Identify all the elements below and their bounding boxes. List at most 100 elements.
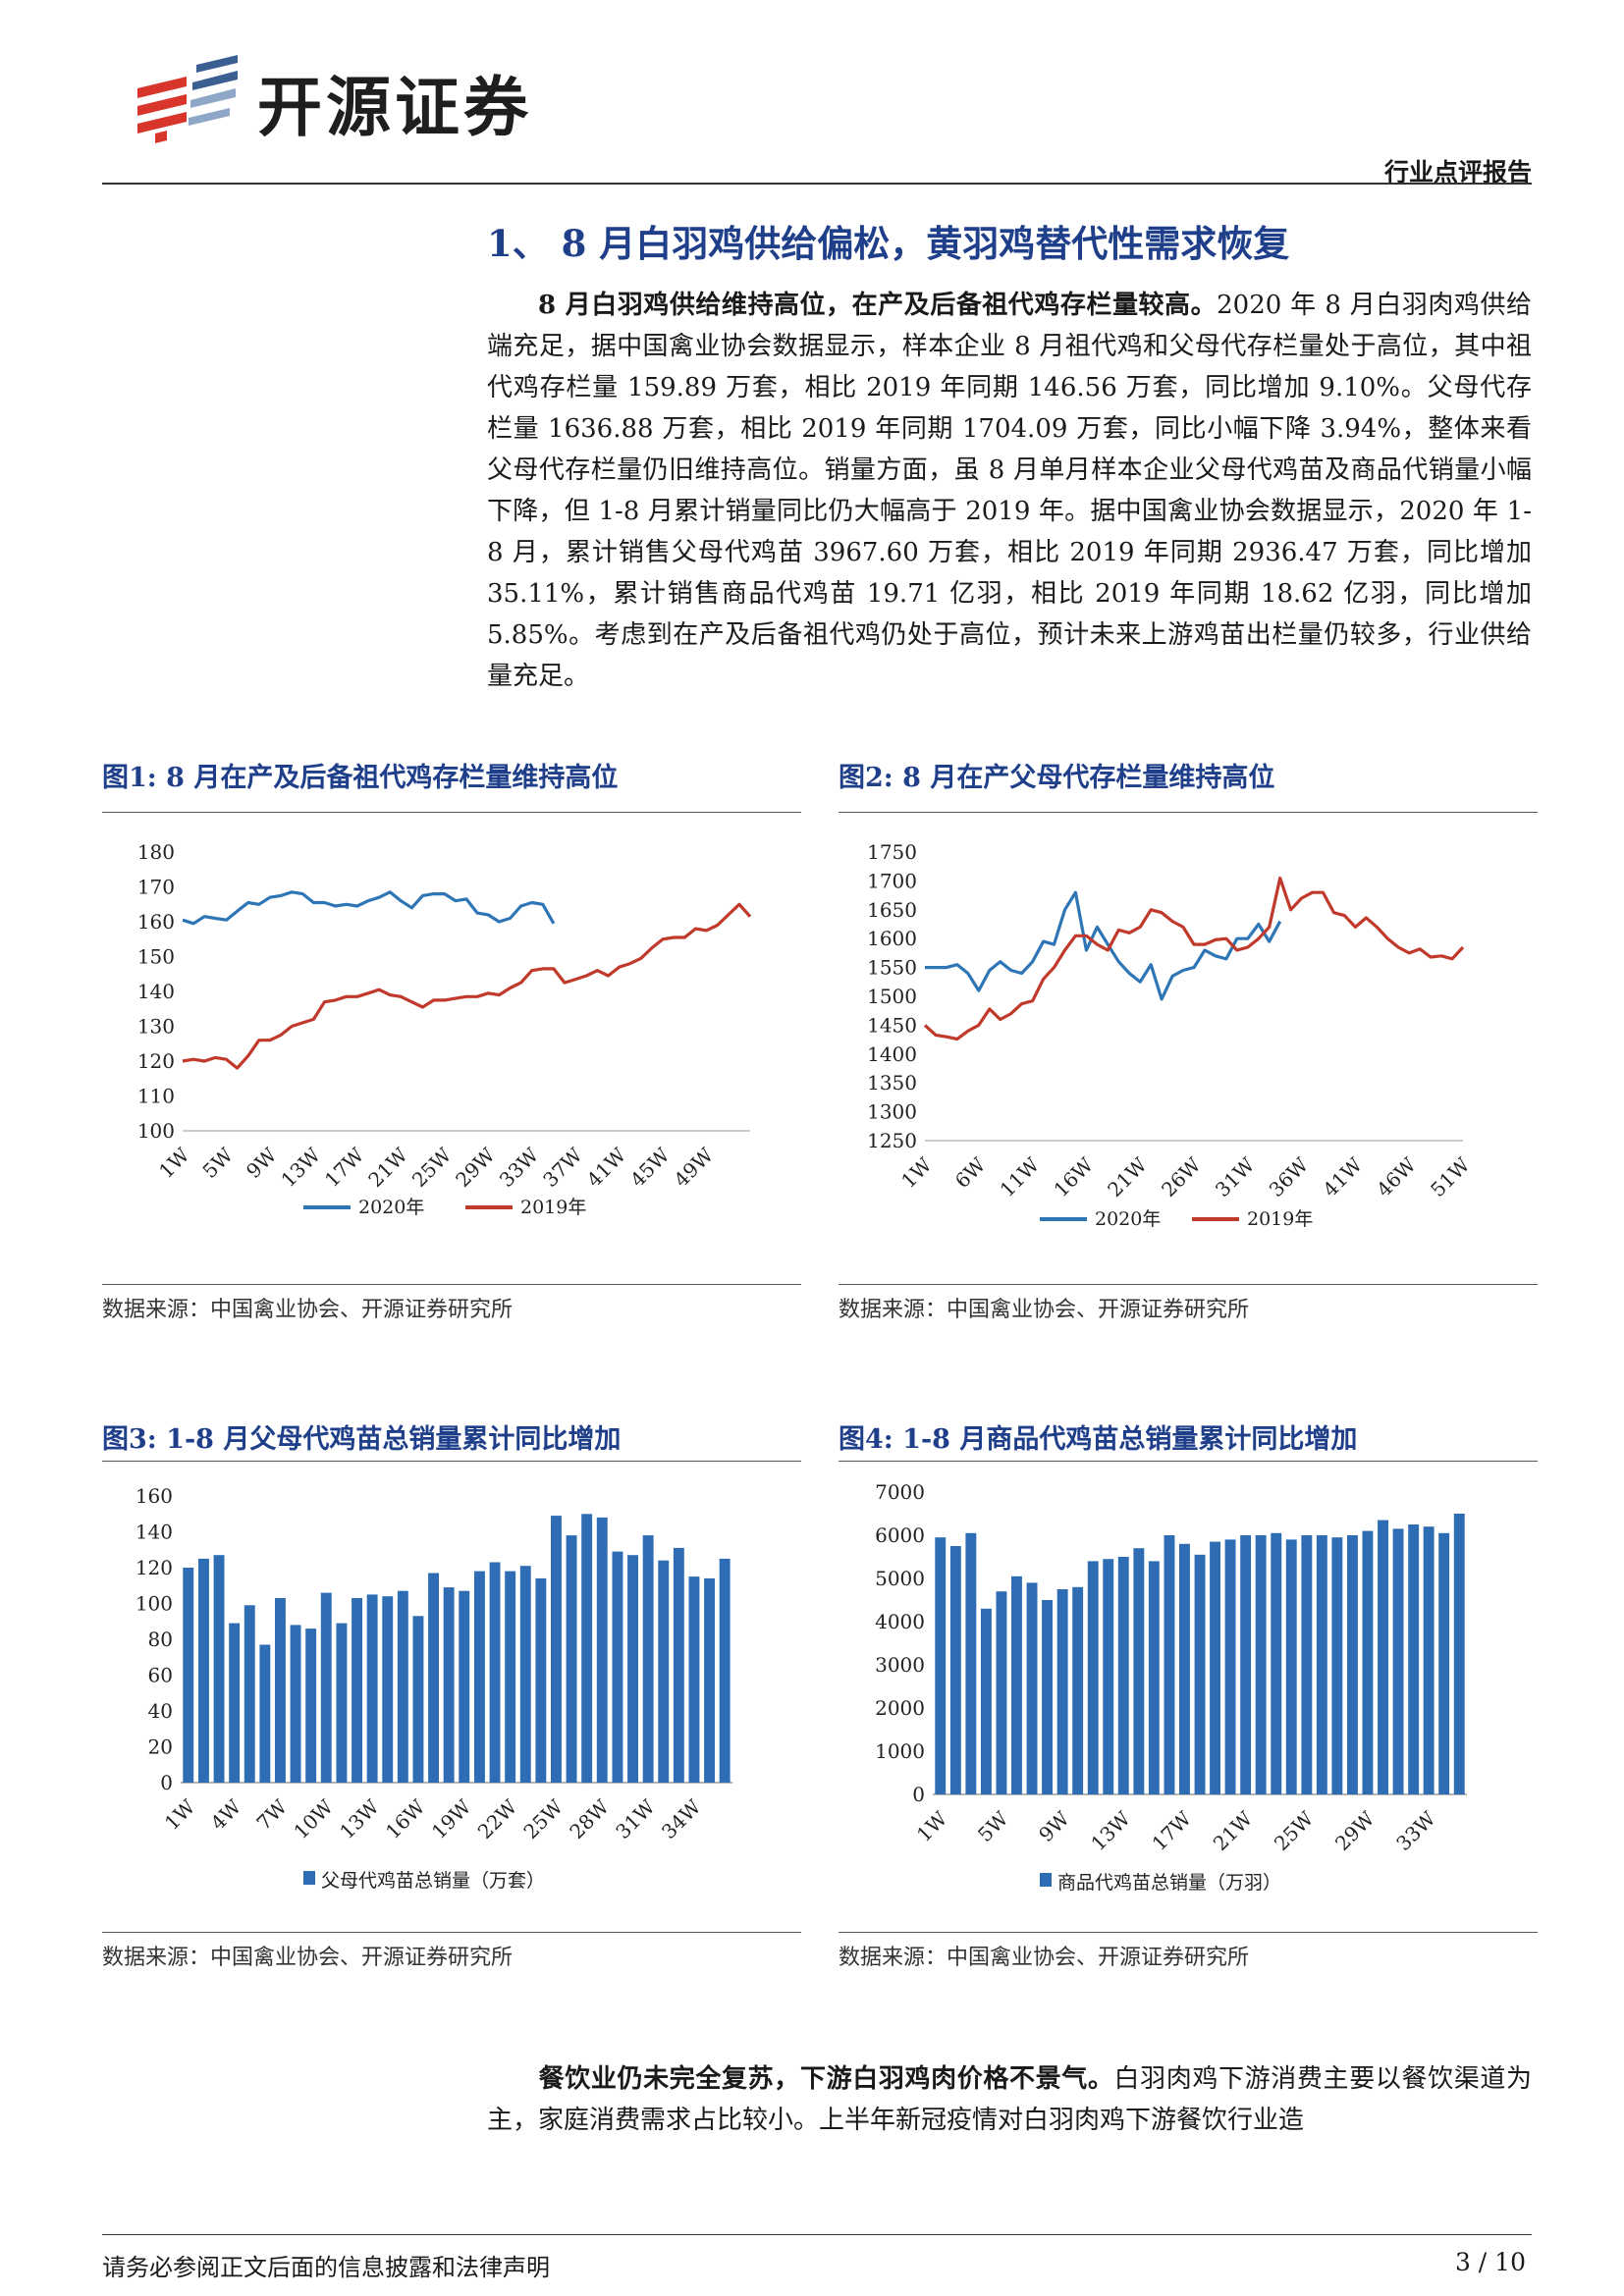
legend-label: 2019年 <box>1247 1208 1313 1230</box>
y-tick-label: 1450 <box>867 1013 917 1037</box>
bar <box>965 1532 977 1794</box>
x-tick-label: 16W <box>1049 1152 1098 1201</box>
bar <box>1378 1520 1388 1794</box>
y-tick-label: 100 <box>135 1592 173 1616</box>
y-tick-label: 6000 <box>875 1523 925 1547</box>
x-tick-label: 46W <box>1372 1152 1421 1201</box>
bar <box>459 1590 470 1783</box>
bar <box>275 1598 286 1783</box>
x-tick-label: 9W <box>1034 1806 1074 1846</box>
bar <box>1285 1539 1297 1794</box>
paragraph-demand: 餐饮业仍未完全复苏，下游白羽鸡肉价格不景气。白羽肉鸡下游消费主要以餐饮渠道为主，… <box>487 2058 1532 2141</box>
x-tick-label: 31W <box>611 1794 660 1843</box>
y-tick-label: 1350 <box>867 1071 917 1095</box>
y-tick-label: 1750 <box>867 840 917 864</box>
bar <box>1347 1535 1358 1794</box>
bar <box>1224 1539 1236 1794</box>
x-tick-label: 34W <box>657 1794 706 1843</box>
bar <box>244 1605 255 1783</box>
x-tick-label: 6W <box>950 1152 991 1193</box>
y-tick-label: 1550 <box>867 956 917 980</box>
y-tick-label: 160 <box>137 910 175 934</box>
x-tick-label: 5W <box>973 1806 1013 1846</box>
x-tick-label: 10W <box>289 1794 338 1843</box>
bar <box>642 1535 654 1783</box>
y-tick-label: 0 <box>912 1783 925 1806</box>
x-tick-label: 45W <box>625 1143 675 1192</box>
header-divider <box>102 183 1532 185</box>
figure-2-chart: 1750 1700 1650 1600 1550 1500 1450 1400 1350 1300… <box>867 840 1475 1230</box>
y-tick-label: 40 <box>148 1699 173 1723</box>
x-tick-label: 49W <box>670 1143 719 1192</box>
x-tick-label: 29W <box>1330 1806 1380 1855</box>
figure-2-title: 图2: 8 月在产父母代存栏量维持高位 <box>839 763 1275 793</box>
paragraph-body: 2020 年 8 月白羽肉鸡供给端充足，据中国禽业协会数据显示，样本企业 8 月… <box>487 291 1532 691</box>
y-tick-label: 1500 <box>867 985 917 1008</box>
x-tick-label: 22W <box>473 1794 522 1843</box>
section-title: 1、 8 月白羽鸡供给偏松，黄羽鸡替代性需求恢复 <box>487 222 1290 265</box>
bar <box>1194 1554 1206 1794</box>
legend-label: 2020年 <box>1095 1208 1161 1230</box>
y-tick-label: 4000 <box>875 1610 925 1633</box>
y-tick-label: 100 <box>137 1119 175 1143</box>
figure-2-source: 数据来源：中国禽业协会、开源证券研究所 <box>839 1298 1250 1322</box>
paragraph-lead: 8 月白羽鸡供给维持高位，在产及后备祖代鸡存栏量较高。 <box>538 291 1218 320</box>
bar <box>704 1577 715 1783</box>
bar <box>996 1591 1007 1794</box>
bar <box>581 1514 593 1784</box>
bar <box>1271 1532 1282 1794</box>
x-tick-label: 13W <box>1086 1806 1135 1855</box>
figure-3-source: 数据来源：中国禽业协会、开源证券研究所 <box>102 1946 514 1970</box>
x-tick-label: 31W <box>1211 1152 1260 1201</box>
bar <box>1042 1600 1053 1794</box>
x-tick-label: 9W <box>242 1143 282 1183</box>
x-tick-label: 13W <box>276 1143 325 1192</box>
figure-4-rule <box>839 1461 1538 1462</box>
company-logo <box>137 55 238 143</box>
paragraph-supply: 8 月白羽鸡供给维持高位，在产及后备祖代鸡存栏量较高。2020 年 8 月白羽肉… <box>487 285 1532 697</box>
series-line-0 <box>925 890 1282 1001</box>
bar <box>213 1555 225 1783</box>
bar <box>627 1555 638 1783</box>
bar <box>1453 1514 1465 1794</box>
bar <box>443 1587 455 1783</box>
y-tick-label: 80 <box>148 1628 173 1651</box>
bar <box>612 1551 623 1783</box>
figure-2-bottom-rule <box>839 1284 1538 1285</box>
x-tick-label: 21W <box>363 1143 412 1192</box>
y-tick-label: 1600 <box>867 927 917 950</box>
figure-1-bottom-rule <box>102 1284 801 1285</box>
x-tick-label: 41W <box>1318 1152 1367 1201</box>
figure-1-rule <box>102 812 801 813</box>
bar <box>1087 1561 1099 1794</box>
bar <box>505 1571 516 1783</box>
x-tick-label: 5W <box>197 1143 238 1183</box>
bar <box>1164 1535 1175 1794</box>
bar <box>935 1537 947 1794</box>
disclaimer-text: 请务必参阅正文后面的信息披露和法律声明 <box>102 2254 550 2281</box>
bar <box>551 1516 562 1783</box>
bar <box>1210 1541 1220 1794</box>
x-tick-label: 17W <box>320 1143 369 1192</box>
y-tick-label: 150 <box>137 945 175 969</box>
x-tick-label: 4W <box>206 1794 246 1835</box>
y-tick-label: 160 <box>135 1484 173 1508</box>
x-tick-label: 41W <box>582 1143 631 1192</box>
bar <box>1423 1526 1435 1794</box>
report-type: 行业点评报告 <box>1383 158 1532 187</box>
x-tick-label: 33W <box>1391 1806 1440 1855</box>
bar <box>1148 1561 1160 1794</box>
bar <box>673 1547 684 1783</box>
bar <box>397 1590 408 1783</box>
figure-4-chart: 7000 6000 5000 4000 3000 2000 1000 01W 5W 9W 13W 17… <box>875 1480 1467 1894</box>
x-tick-label: 11W <box>996 1152 1045 1201</box>
x-tick-label: 37W <box>538 1143 587 1192</box>
x-tick-label: 1W <box>154 1143 194 1183</box>
y-tick-label: 110 <box>137 1085 175 1108</box>
bar <box>229 1623 241 1783</box>
y-tick-label: 0 <box>160 1771 173 1794</box>
bar <box>290 1625 301 1783</box>
bar <box>1240 1535 1252 1794</box>
